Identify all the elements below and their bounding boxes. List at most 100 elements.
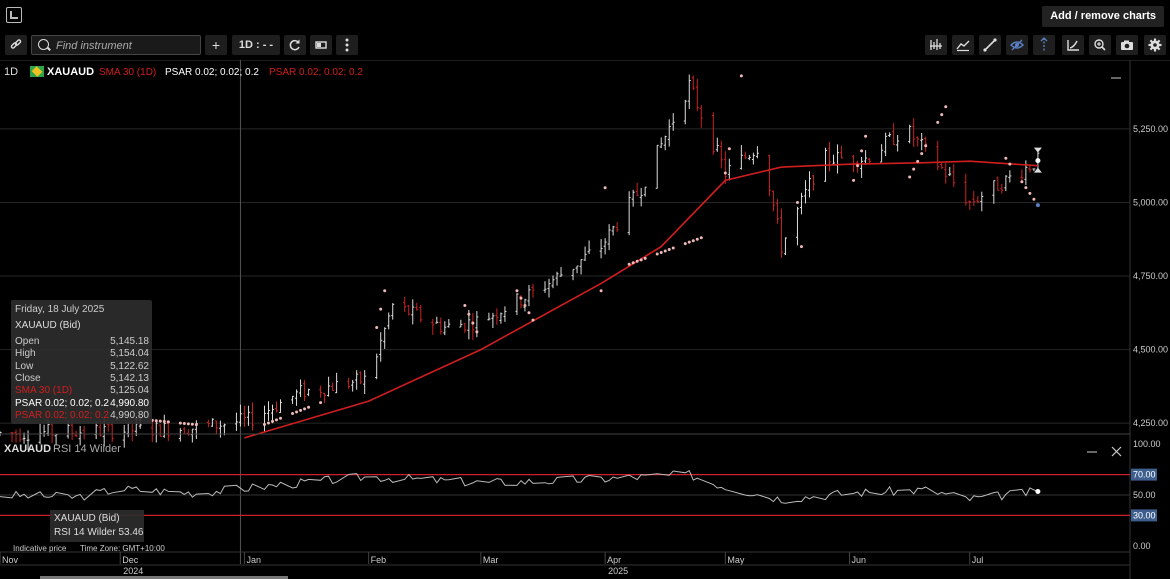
rsi-legend-name[interactable]: RSI 14 Wilder xyxy=(53,443,121,455)
psar-dot xyxy=(924,144,928,148)
legend-psar-2[interactable]: PSAR 0.02; 0.02; 0.2 xyxy=(269,67,363,78)
psar-dot xyxy=(691,239,695,243)
trend-button[interactable] xyxy=(1062,35,1084,55)
rsi-last-point xyxy=(1035,488,1041,494)
rsi-band-badge xyxy=(1131,468,1157,481)
rsi-line xyxy=(0,470,1039,504)
draw-line-icon xyxy=(983,38,997,52)
price-chart[interactable]: 5,250.00 5,000.00 4,750.00 4,500.00 4,250.00… xyxy=(0,60,1170,579)
year-label: 2025 xyxy=(608,566,628,576)
psar-dot xyxy=(912,167,916,171)
instrument-flag-icon xyxy=(30,66,44,77)
time-tick-label: Jul xyxy=(972,555,984,565)
tooltip-row: SMA 30 (1D) 5,125.04 xyxy=(15,385,149,397)
time-tick-label: Mar xyxy=(483,555,499,565)
psar-dot xyxy=(860,149,864,153)
crosshair-button[interactable] xyxy=(1033,35,1055,55)
chart-style-button[interactable] xyxy=(952,35,974,55)
psar-dot xyxy=(852,178,856,182)
price-tick-label: 4,500.00 xyxy=(1133,345,1168,355)
price-tick-label: 4,750.00 xyxy=(1133,271,1168,281)
time-tick-label: May xyxy=(727,555,745,565)
tooltip-row-value: 4,990.80 xyxy=(110,409,149,421)
time-scrollbar[interactable] xyxy=(40,576,288,579)
time-tick-label: Apr xyxy=(607,555,621,565)
sma-30-line xyxy=(244,160,1038,439)
psar-dot xyxy=(936,120,940,124)
legend-symbol[interactable]: XAUAUD xyxy=(47,66,94,78)
psar-dot xyxy=(1004,156,1008,160)
psar-dot xyxy=(856,164,860,168)
time-axis: Nov Dec Jan Feb Mar Apr May Jun Jul 2024 2025 xyxy=(0,551,1130,576)
rsi-tooltip-symbol: XAUAUD (Bid) xyxy=(54,513,120,524)
psar-dot xyxy=(379,307,383,311)
candles xyxy=(0,74,1040,451)
psar-dot xyxy=(383,289,387,293)
psar-dot xyxy=(523,303,527,307)
tooltip-row-label: PSAR 0.02; 0.02; 0.2 xyxy=(15,397,109,409)
rsi-legend-symbol[interactable]: XAUAUD xyxy=(4,443,51,455)
rsi-tick-label: 50.00 xyxy=(1133,490,1156,500)
search-input[interactable] xyxy=(54,37,198,55)
more-vertical-icon xyxy=(345,38,349,52)
grid xyxy=(0,60,1131,579)
marker-arrow-up xyxy=(1033,147,1042,153)
legend-psar-1[interactable]: PSAR 0.02; 0.02; 0.2 xyxy=(165,67,259,78)
rsi-tick-label: 70.00 xyxy=(1133,470,1156,480)
screenshot-button[interactable] xyxy=(1116,35,1138,55)
draw-line-button[interactable] xyxy=(979,35,1001,55)
zoom-button[interactable] xyxy=(1089,35,1111,55)
legend-interval: 1D xyxy=(4,66,18,78)
rsi-band-badge xyxy=(1131,509,1157,522)
psar-dot xyxy=(1020,180,1024,184)
psar-dot xyxy=(795,200,799,204)
psar-dot xyxy=(639,258,643,262)
trend-icon xyxy=(1067,40,1079,51)
rsi-close-icon[interactable] xyxy=(1111,446,1122,457)
psar-dot xyxy=(627,262,631,266)
top-bar: Add / remove charts xyxy=(0,0,1170,32)
price-axis: 5,250.00 5,000.00 4,750.00 4,500.00 4,250.00 xyxy=(1133,124,1168,428)
settings-icon xyxy=(1148,38,1162,52)
more-options-button[interactable] xyxy=(336,35,358,55)
psar-dot xyxy=(266,421,270,425)
psar-dot xyxy=(271,419,274,423)
visibility-button[interactable] xyxy=(1006,35,1028,55)
rsi-tooltip-value: RSI 14 Wilder 53.46 xyxy=(54,527,144,538)
time-tick-label: Dec xyxy=(122,555,139,565)
psar-dot xyxy=(262,423,266,427)
psar-dot xyxy=(471,321,475,325)
add-remove-charts-button[interactable]: Add / remove charts xyxy=(1042,6,1164,27)
tooltip-row-label: Close xyxy=(15,372,41,384)
link-button[interactable] xyxy=(5,35,27,55)
app-menu-icon[interactable] xyxy=(6,7,22,23)
rsi-tick-label: 30.00 xyxy=(1133,510,1156,520)
indicators-icon xyxy=(930,39,942,50)
timeframe-selector[interactable]: 1D : - - xyxy=(232,35,280,55)
indicators-button[interactable] xyxy=(925,35,947,55)
psar-dot xyxy=(1024,186,1028,190)
psar-dot xyxy=(916,159,920,163)
psar-dot xyxy=(186,422,190,426)
last-price-dot xyxy=(1035,158,1041,164)
psar-dot xyxy=(375,326,379,330)
refresh-button[interactable] xyxy=(284,35,306,55)
marker-arrow-down xyxy=(1033,167,1042,173)
visibility-icon xyxy=(1010,39,1024,51)
legend-sma[interactable]: SMA 30 (1D) xyxy=(99,67,156,78)
settings-button[interactable] xyxy=(1144,35,1166,55)
psar-dot xyxy=(463,303,467,307)
find-instrument-search[interactable] xyxy=(31,35,201,55)
crosshair-icon xyxy=(1040,37,1048,52)
add-instrument-button[interactable]: + xyxy=(205,35,227,55)
tooltip-row-value: 5,142.13 xyxy=(110,372,149,384)
chart-toolbar: + 1D : - - xyxy=(0,31,1170,61)
chart-type-button[interactable] xyxy=(310,35,332,55)
psar-dot xyxy=(864,134,868,138)
psar-dot xyxy=(527,311,531,315)
psar-dot xyxy=(671,246,675,250)
price-tick-label: 5,000.00 xyxy=(1133,197,1168,207)
psar-dot xyxy=(307,405,311,409)
tooltip-row-value: 5,125.04 xyxy=(110,385,149,397)
psar-dot xyxy=(635,259,639,263)
